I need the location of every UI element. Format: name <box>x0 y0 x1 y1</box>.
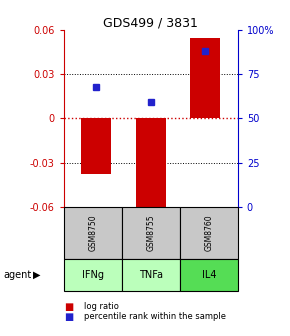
Text: TNFa: TNFa <box>139 270 163 280</box>
Text: log ratio: log ratio <box>84 302 119 311</box>
Title: GDS499 / 3831: GDS499 / 3831 <box>103 16 198 29</box>
Bar <box>190 38 220 119</box>
Text: agent: agent <box>3 270 31 280</box>
Text: GSM8755: GSM8755 <box>146 214 155 251</box>
Bar <box>136 119 166 214</box>
Text: IL4: IL4 <box>202 270 216 280</box>
Text: GSM8760: GSM8760 <box>204 214 213 251</box>
Bar <box>81 119 111 174</box>
Text: GSM8750: GSM8750 <box>88 214 97 251</box>
Text: ▶: ▶ <box>32 270 40 280</box>
Text: ■: ■ <box>64 311 73 322</box>
Text: IFNg: IFNg <box>82 270 104 280</box>
Text: percentile rank within the sample: percentile rank within the sample <box>84 312 226 321</box>
Text: ■: ■ <box>64 302 73 312</box>
